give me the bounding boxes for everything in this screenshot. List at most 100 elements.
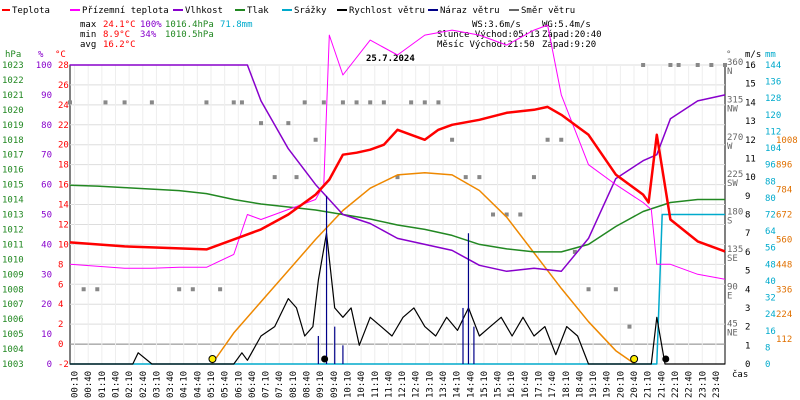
tick-hum: 30 bbox=[41, 270, 52, 280]
tick-solar: 896 bbox=[776, 161, 792, 171]
moonset-marker bbox=[321, 355, 329, 363]
stats-min-temp: 8.9°C bbox=[103, 30, 130, 40]
dir-sample bbox=[409, 100, 414, 105]
tick-x: 16:10 bbox=[507, 371, 517, 398]
tick-wind: 0 bbox=[745, 360, 750, 370]
tick-rain: 128 bbox=[765, 94, 781, 104]
tick-dir: 270 bbox=[727, 133, 743, 143]
tick-press: 1018 bbox=[2, 136, 24, 146]
tick-x: 04:10 bbox=[180, 371, 190, 398]
info-sun-set: Západ:20:40 bbox=[542, 30, 602, 40]
dir-sample bbox=[723, 63, 727, 67]
tick-x: 02:40 bbox=[139, 371, 149, 398]
tick-press: 1017 bbox=[2, 151, 24, 161]
tick-rain: 24 bbox=[765, 310, 776, 320]
tick-x: 08:40 bbox=[303, 371, 313, 398]
unit-press: hPa bbox=[5, 50, 21, 60]
tick-press: 1007 bbox=[2, 300, 24, 310]
tick-x: 01:10 bbox=[98, 371, 108, 398]
tick-hum: 50 bbox=[41, 211, 52, 221]
tick-hum: 10 bbox=[41, 330, 52, 340]
tick-x: 12:10 bbox=[398, 371, 408, 398]
tick-x: 17:40 bbox=[548, 371, 558, 398]
dir-sample bbox=[368, 100, 373, 105]
info: WS:3.6m/s WG:5.4m/s Slunce Východ:05:13 … bbox=[437, 20, 602, 50]
tick-x: 13:40 bbox=[439, 371, 449, 398]
unit-dir: ° bbox=[726, 50, 731, 60]
tick-wind: 5 bbox=[745, 267, 750, 277]
dir-sample bbox=[177, 287, 182, 292]
dir-sample bbox=[422, 100, 427, 105]
tick-temp: 8 bbox=[58, 260, 63, 270]
sunrise-marker bbox=[208, 355, 217, 363]
feels-line bbox=[69, 24, 726, 280]
tick-x: 05:10 bbox=[207, 371, 217, 398]
tick-temp: 16 bbox=[58, 181, 69, 191]
legend-wind: Rychlost větru bbox=[349, 6, 425, 16]
tick-wind: 4 bbox=[745, 285, 750, 295]
tick-press: 1011 bbox=[2, 240, 24, 250]
tick-x: 03:10 bbox=[152, 371, 162, 398]
tick-rain: 144 bbox=[765, 61, 781, 71]
tick-x: 20:40 bbox=[630, 371, 640, 398]
tick-press: 1023 bbox=[2, 61, 24, 71]
tick-x: 11:10 bbox=[371, 371, 381, 398]
stats-max-temp: 24.1°C bbox=[103, 20, 136, 30]
dir-sample bbox=[450, 137, 455, 142]
tick-temp: 24 bbox=[58, 101, 69, 111]
tick-x: 13:10 bbox=[425, 371, 435, 398]
tick-solar: 560 bbox=[776, 235, 792, 245]
tick-rain: 136 bbox=[765, 78, 781, 88]
tick-temp: 0 bbox=[58, 340, 63, 350]
tick-temp: 22 bbox=[58, 121, 69, 131]
tick-temp: -2 bbox=[58, 360, 69, 370]
tick-x: 10:40 bbox=[357, 371, 367, 398]
tick-hum: 70 bbox=[41, 151, 52, 161]
tick-rain: 32 bbox=[765, 294, 776, 304]
tick-temp: 6 bbox=[58, 280, 63, 290]
unit-hum: % bbox=[38, 50, 44, 60]
tick-x: 15:40 bbox=[494, 371, 504, 398]
plot-frame bbox=[69, 64, 726, 365]
wind-line bbox=[70, 232, 725, 365]
tick-dir: 45 bbox=[727, 320, 738, 330]
legend: Teplota Přízemní teplota Vlhkost Tlak Sr… bbox=[2, 6, 575, 16]
tick-dir-name: NE bbox=[727, 329, 738, 339]
stats-max-label: max bbox=[80, 20, 97, 30]
stats-avg-temp: 16.2°C bbox=[103, 40, 136, 50]
tick-x: 02:10 bbox=[125, 371, 135, 398]
dir-sample bbox=[395, 175, 400, 180]
tick-x: 04:40 bbox=[193, 371, 203, 398]
tick-wind: 9 bbox=[745, 192, 750, 202]
unit-wind: m/s bbox=[745, 50, 761, 60]
tick-press: 1015 bbox=[2, 181, 24, 191]
unit-temp: °C bbox=[55, 50, 66, 60]
tick-wind: 6 bbox=[745, 248, 750, 258]
tick-temp: 18 bbox=[58, 161, 69, 171]
info-moon: Měsíc Východ:21:50 bbox=[437, 40, 535, 50]
dir-sample bbox=[463, 175, 468, 180]
tick-x: 09:10 bbox=[316, 371, 326, 398]
tick-x: 19:10 bbox=[589, 371, 599, 398]
tick-hum: 80 bbox=[41, 121, 52, 131]
tick-solar: 784 bbox=[776, 186, 792, 196]
tick-rain: 64 bbox=[765, 227, 776, 237]
dir-sample bbox=[668, 63, 673, 67]
tick-wind: 12 bbox=[745, 136, 756, 146]
info-wg: WG:5.4m/s bbox=[542, 20, 591, 30]
dir-sample bbox=[218, 287, 223, 292]
tick-rain: 112 bbox=[765, 127, 781, 137]
tick-x: 11:40 bbox=[384, 371, 394, 398]
tick-press: 1014 bbox=[2, 196, 24, 206]
dir-sample bbox=[294, 175, 299, 180]
tick-wind: 1 bbox=[745, 341, 750, 351]
dir-sample bbox=[302, 100, 307, 105]
tick-wind: 3 bbox=[745, 304, 750, 314]
tick-x: 05:40 bbox=[221, 371, 231, 398]
tick-press: 1019 bbox=[2, 121, 24, 131]
tick-x: 08:10 bbox=[289, 371, 299, 398]
info-sun: Slunce Východ:05:13 bbox=[437, 30, 540, 40]
tick-wind: 8 bbox=[745, 211, 750, 221]
tick-hum: 40 bbox=[41, 240, 52, 250]
